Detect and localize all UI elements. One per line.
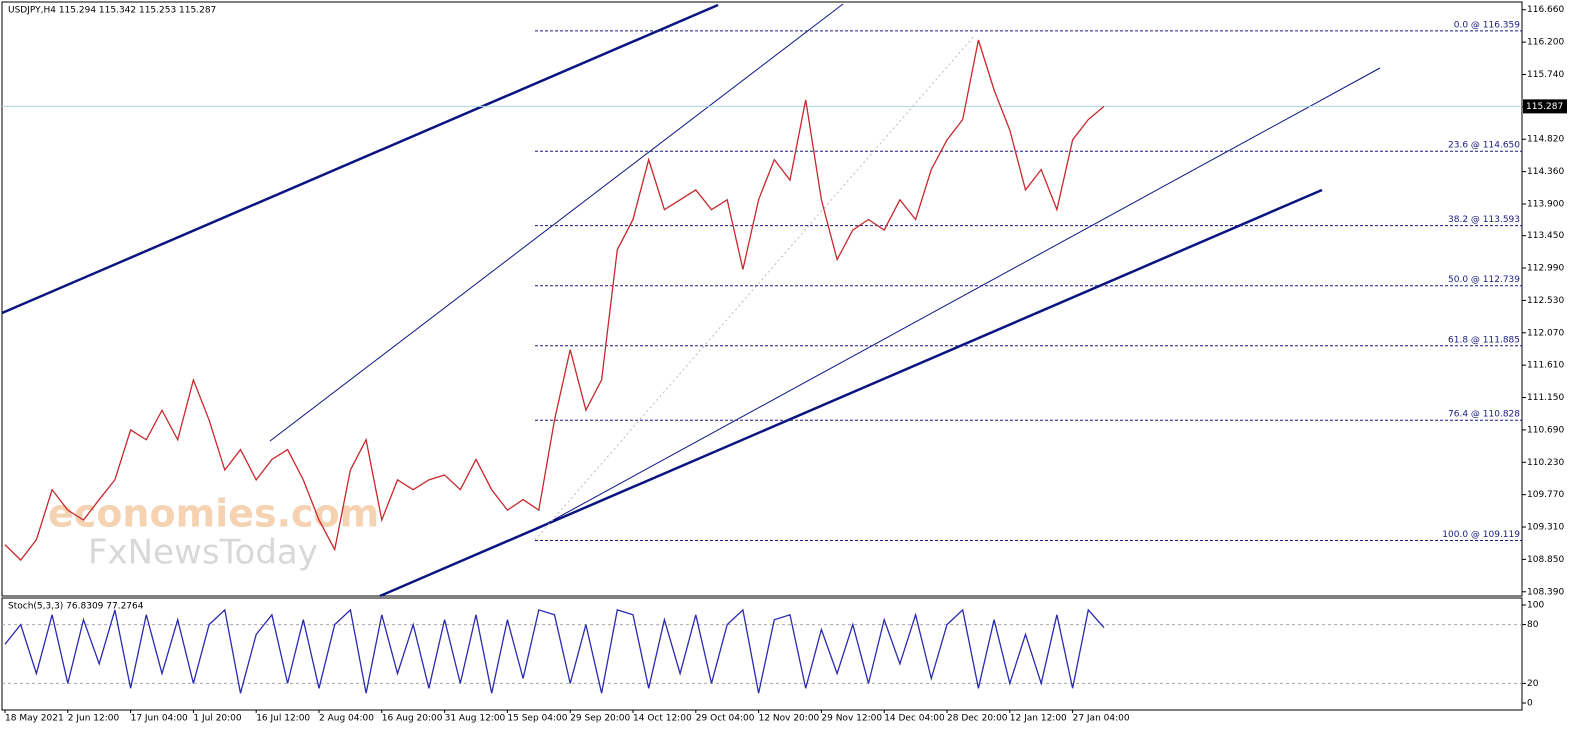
x-tick-label: 14 Dec 04:00 — [884, 714, 945, 724]
channel-line — [269, 3, 844, 442]
x-tick-label: 31 Aug 12:00 — [445, 714, 506, 724]
x-tick-label: 17 Jun 04:00 — [131, 714, 188, 724]
y-tick-label: 108.850 — [1527, 555, 1564, 565]
series-line — [4, 39, 1105, 562]
x-tick-label: 12 Nov 20:00 — [759, 714, 820, 724]
price-panel — [1, 1, 1523, 597]
trend-line — [1, 3, 719, 315]
y-tick-label: 114.820 — [1527, 135, 1564, 145]
fib-base-line — [534, 34, 976, 541]
y-tick-label: 113.900 — [1527, 199, 1564, 209]
y-tick-label: 109.310 — [1527, 523, 1564, 533]
y-tick-label: 110.230 — [1527, 458, 1564, 468]
x-tick-label: 12 Jan 12:00 — [1010, 714, 1067, 724]
x-tick-label: 2 Aug 04:00 — [319, 714, 374, 724]
y-tick-label: 109.770 — [1527, 490, 1564, 500]
x-tick-label: 16 Aug 20:00 — [382, 714, 443, 724]
chart-title: USDJPY,H4 115.294 115.342 115.253 115.28… — [8, 6, 216, 16]
fib-label: 50.0 @ 112.739 — [1448, 275, 1520, 285]
fib-label: 76.4 @ 110.828 — [1448, 410, 1520, 420]
watermark: FxNewsToday — [88, 533, 318, 573]
y-tick-label: 112.070 — [1527, 328, 1564, 338]
y-tick-label: 116.660 — [1527, 5, 1564, 15]
x-tick-label: 29 Nov 12:00 — [821, 714, 882, 724]
x-tick-label: 16 Jul 12:00 — [256, 714, 310, 724]
y-tick-label: 110.690 — [1527, 425, 1564, 435]
y-tick-label: 108.390 — [1527, 587, 1564, 597]
y-tick-label: 111.610 — [1527, 361, 1564, 371]
y-tick-label: 116.200 — [1527, 38, 1564, 48]
y-tick-label: 112.990 — [1527, 264, 1564, 274]
y-tick-label: 114.360 — [1527, 167, 1564, 177]
watermark: economies.com — [48, 492, 379, 536]
x-tick-label: 1 Jul 20:00 — [193, 714, 242, 724]
current-price-label: 115.287 — [1526, 102, 1563, 112]
y-tick-label: 20 — [1527, 679, 1539, 689]
trend-line — [379, 188, 1323, 598]
x-tick-label: 15 Sep 04:00 — [507, 714, 567, 724]
current-price-box — [1523, 99, 1567, 114]
fib-label: 100.0 @ 109.119 — [1442, 530, 1520, 540]
x-tick-label: 29 Oct 04:00 — [696, 714, 755, 724]
channel-line — [534, 67, 1381, 531]
y-tick-label: 113.450 — [1527, 231, 1564, 241]
x-tick-label: 27 Jan 04:00 — [1073, 714, 1130, 724]
stoch-title: Stoch(5,3,3) 76.8309 77.2764 — [8, 602, 144, 612]
y-tick-label: 80 — [1527, 620, 1539, 630]
y-tick-label: 100 — [1527, 601, 1544, 611]
x-tick-label: 28 Dec 20:00 — [947, 714, 1008, 724]
fib-label: 23.6 @ 114.650 — [1448, 141, 1520, 151]
series-line — [4, 608, 1105, 694]
y-tick-label: 0 — [1527, 699, 1533, 709]
y-tick-label: 115.740 — [1527, 70, 1564, 80]
x-tick-label: 29 Sep 20:00 — [570, 714, 630, 724]
trend-lines — [1, 3, 1381, 598]
fib-label: 0.0 @ 116.359 — [1454, 20, 1521, 30]
fib-label: 61.8 @ 111.885 — [1448, 335, 1520, 345]
stoch-panel — [1, 597, 1523, 711]
y-tick-label: 112.530 — [1527, 296, 1564, 306]
x-tick-label: 14 Oct 12:00 — [633, 714, 692, 724]
x-tick-label: 18 May 2021 — [5, 714, 64, 724]
y-tick-label: 111.150 — [1527, 393, 1564, 403]
fib-label: 38.2 @ 113.593 — [1448, 215, 1520, 225]
x-tick-label: 2 Jun 12:00 — [68, 714, 120, 724]
